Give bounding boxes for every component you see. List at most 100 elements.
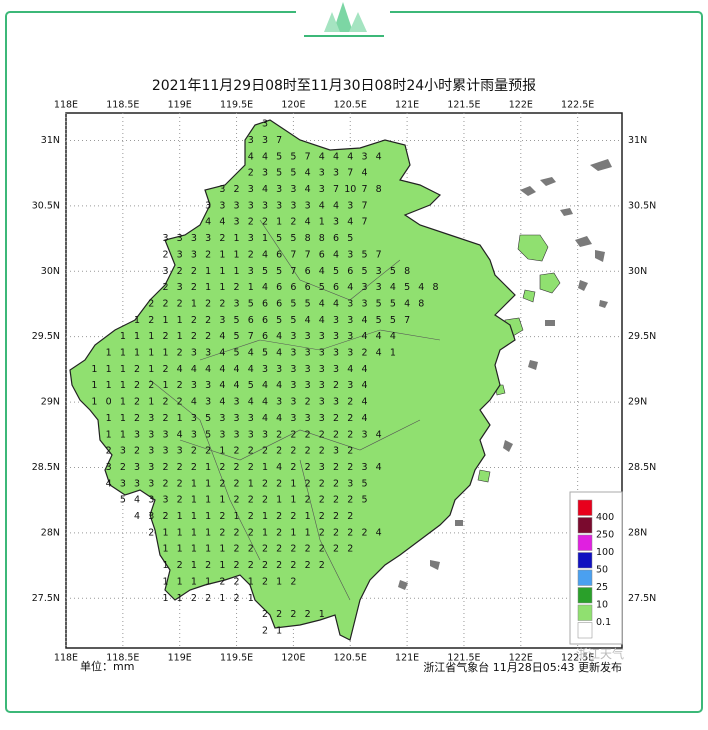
rain-value: 3 [148,478,154,489]
rain-value: 3 [148,429,154,440]
rain-value: 3 [148,446,154,457]
rain-value: 4 [219,380,225,391]
rain-value: 1 [177,544,183,555]
legend-label: 100 [596,547,614,558]
rain-value: 1 [162,380,168,391]
rain-value: 3 [262,200,268,211]
x-tick-label: 120.5E [334,100,367,111]
rain-value: 2 [276,527,282,538]
rain-value: 5 [361,266,367,277]
x-tick-label: 119.5E [220,653,253,664]
rain-value: 3 [333,446,339,457]
legend-label: 10 [596,600,608,611]
legend-label: 25 [596,582,608,593]
rain-value: 2 [205,331,211,342]
rain-value: 2 [177,397,183,408]
rain-value: 4 [262,184,268,195]
rain-value: 5 [390,266,396,277]
rain-value: 2 [290,560,296,571]
rain-value: 4 [134,511,140,522]
rain-value: 3 [333,397,339,408]
rain-value: 3 [276,364,282,375]
rain-value: 3 [276,200,282,211]
rain-value: 1 [191,298,197,309]
rain-value: 2 [177,478,183,489]
rain-value: 3 [319,413,325,424]
x-tick-label: 119E [168,100,192,111]
rain-value: 3 [290,364,296,375]
x-tick-label: 122.5E [561,100,594,111]
rain-value: 4 [376,527,382,538]
rain-value: 2 [276,511,282,522]
rain-value: 2 [134,446,140,457]
rain-value: 4 [262,397,268,408]
rain-value: 3 [248,266,254,277]
rain-value: 1 [91,397,97,408]
rain-value: 1 [205,495,211,506]
rain-value: 4 [177,429,183,440]
rain-value: 2 [276,544,282,555]
rain-value: 4 [248,151,254,162]
rain-value: 2 [333,413,339,424]
rain-value: 1 [234,511,240,522]
rain-value: 2 [177,462,183,473]
rain-value: 4 [248,364,254,375]
rain-value: 2 [191,266,197,277]
rain-value: 3 [319,331,325,342]
rain-value: 1 [276,217,282,228]
rain-value: 2 [262,446,268,457]
rain-value: 2 [234,560,240,571]
rain-value: 5 [361,249,367,260]
rain-value: 2 [191,462,197,473]
rain-value: 2 [219,298,225,309]
rain-value: 1 [205,282,211,293]
rain-value: 4 [276,348,282,359]
rain-value: 3 [120,478,126,489]
rain-value: 3 [319,184,325,195]
rain-value: 5 [290,298,296,309]
rain-value: 5 [234,315,240,326]
rain-value: 4 [234,380,240,391]
x-tick-label: 120.5E [334,653,367,664]
rain-value: 3 [361,282,367,293]
rain-value: 5 [290,315,296,326]
rain-value: 5 [205,429,211,440]
rain-value: 2 [205,315,211,326]
rain-value: 8 [319,233,325,244]
rain-value: 3 [319,168,325,179]
y-tick-label: 29.5N [32,331,60,342]
rain-value: 3 [205,233,211,244]
rain-value: 3 [148,495,154,506]
watermark: 浙江天气 [576,646,624,661]
x-tick-label: 118.5E [106,100,139,111]
y-tick-label: 29N [628,397,647,408]
rain-value: 3 [319,462,325,473]
rain-value: 5 [390,315,396,326]
rain-value: 2 [234,446,240,457]
rain-value: 4 [205,217,211,228]
rain-value: 3 [205,380,211,391]
rain-value: 1 [148,348,154,359]
rain-value: 4 [319,266,325,277]
legend-label: 400 [596,512,614,523]
rain-value: 2 [290,446,296,457]
rain-value: 2 [333,462,339,473]
rain-value: 3 [276,397,282,408]
rain-value: 2 [234,593,240,604]
rain-value: 6 [262,315,268,326]
rain-value: 2 [205,249,211,260]
rain-value: 4 [390,282,396,293]
coastal-islands [477,234,561,483]
rain-value: 4 [248,397,254,408]
rain-value: 4 [333,200,339,211]
rain-value: 3 [177,446,183,457]
rain-value: 3 [162,446,168,457]
rain-value: 6 [347,266,353,277]
rain-value: 1 [191,560,197,571]
rain-value: 1 [262,233,268,244]
rain-value: 1 [106,413,112,424]
rain-value: 3 [219,200,225,211]
rain-value: 2 [191,331,197,342]
rain-value: 1 [205,576,211,587]
rain-value: 1 [219,282,225,293]
